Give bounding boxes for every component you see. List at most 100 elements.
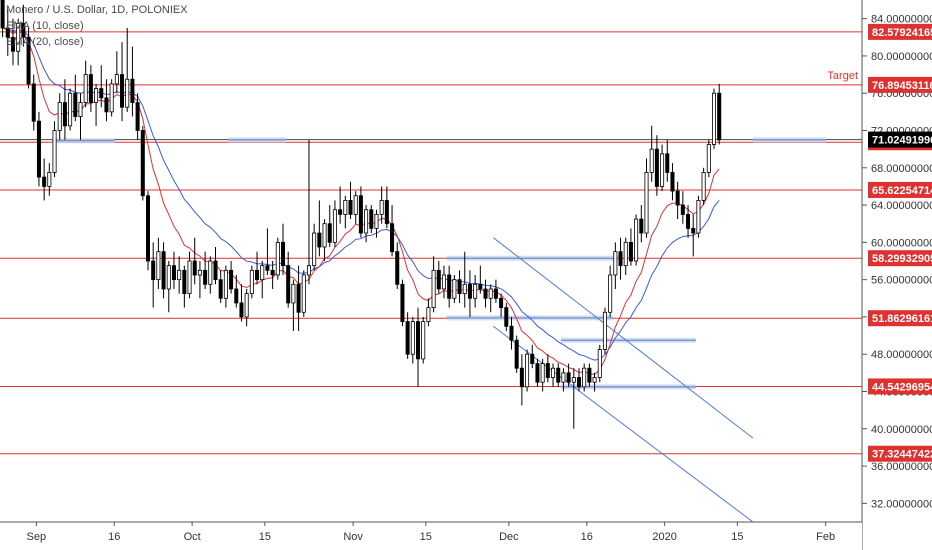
x-tick-label: 2020 [652, 531, 676, 543]
candle [296, 265, 301, 331]
candle-body [203, 269, 208, 285]
candle-body [400, 283, 405, 322]
candle-body [410, 321, 415, 355]
candle [623, 237, 628, 275]
candle [706, 139, 711, 178]
candle-body [514, 339, 519, 369]
candle [73, 74, 78, 122]
candle-body [525, 353, 530, 388]
candle [223, 265, 228, 308]
ema-10-label: EMA (10, close) [6, 20, 84, 32]
candle-body [177, 269, 182, 281]
candle [390, 205, 395, 257]
candle [405, 312, 410, 359]
candle [525, 349, 530, 392]
candle [665, 139, 670, 182]
candle-body [83, 74, 88, 103]
candle [696, 195, 701, 238]
candle-body [374, 213, 379, 229]
candle-body [556, 367, 561, 383]
candle [400, 279, 405, 327]
channel-line-0 [493, 237, 754, 439]
candle-body [301, 274, 306, 313]
candle-body [338, 209, 343, 215]
candle [618, 237, 623, 280]
candle-body [291, 283, 296, 304]
candle [192, 237, 197, 285]
candle [426, 298, 431, 327]
candle-body [545, 363, 550, 378]
candle-body [691, 227, 696, 234]
candle-body [197, 269, 202, 276]
candle [156, 237, 161, 289]
candle-body [73, 92, 78, 117]
candle [161, 242, 166, 299]
candle-body [483, 288, 488, 299]
candle [478, 265, 483, 294]
ema-20-label: EMA (20, close) [6, 36, 84, 48]
candle [504, 302, 509, 331]
level-tag-label: 65.62254714 [872, 185, 932, 197]
candle-body [52, 130, 57, 173]
candle [467, 270, 472, 317]
candle-body [452, 279, 457, 299]
candle-body [561, 372, 566, 383]
candle [384, 186, 389, 229]
y-tick-label: 56.00000000 [871, 275, 932, 287]
candle [582, 363, 587, 392]
candle-body [618, 251, 623, 267]
candle-body [120, 74, 125, 108]
candle-body [327, 223, 332, 243]
candle-body [592, 377, 597, 383]
x-tick-label: Feb [816, 531, 835, 543]
candle [88, 65, 93, 112]
candle [561, 368, 566, 392]
candle [218, 270, 223, 303]
candle-body [62, 102, 67, 127]
candle-body [265, 265, 270, 271]
candle-body [182, 269, 187, 295]
candle-body [447, 274, 452, 299]
candle [649, 125, 654, 182]
level-tag [868, 181, 932, 198]
candle [109, 79, 114, 117]
candle-body [114, 74, 119, 85]
y-tick-label: 64.00000000 [871, 200, 932, 212]
candle [57, 93, 62, 140]
horizontal-levels [0, 31, 862, 455]
candle-body [467, 283, 472, 299]
level-tag [868, 378, 932, 395]
candle-body [504, 307, 509, 327]
candle-body [680, 204, 685, 215]
candle [177, 256, 182, 294]
candle [244, 288, 249, 327]
candle-body [644, 172, 649, 234]
candle-body [192, 260, 197, 276]
level-tag [868, 310, 932, 327]
candle [602, 307, 607, 355]
candle-body [275, 241, 280, 276]
x-tick-label: 15 [259, 531, 271, 543]
candle [639, 205, 644, 243]
candle [31, 74, 36, 131]
candle-body [145, 195, 151, 262]
candle-body [109, 83, 114, 113]
candle [608, 265, 613, 317]
candle [691, 214, 696, 257]
candle [280, 223, 286, 275]
candle-body [78, 102, 83, 117]
x-tick-label: 15 [420, 531, 432, 543]
candle [26, 27, 31, 89]
candle-body [358, 195, 363, 234]
candle [711, 88, 717, 150]
candle [701, 167, 706, 206]
candle [457, 270, 462, 303]
candle-body [582, 367, 587, 388]
candle [379, 186, 384, 224]
candle [499, 293, 504, 317]
candle-body [151, 260, 156, 281]
candle [182, 265, 187, 308]
x-tick-label: Dec [499, 531, 519, 543]
candle-body [312, 232, 317, 267]
candle [21, 4, 26, 47]
